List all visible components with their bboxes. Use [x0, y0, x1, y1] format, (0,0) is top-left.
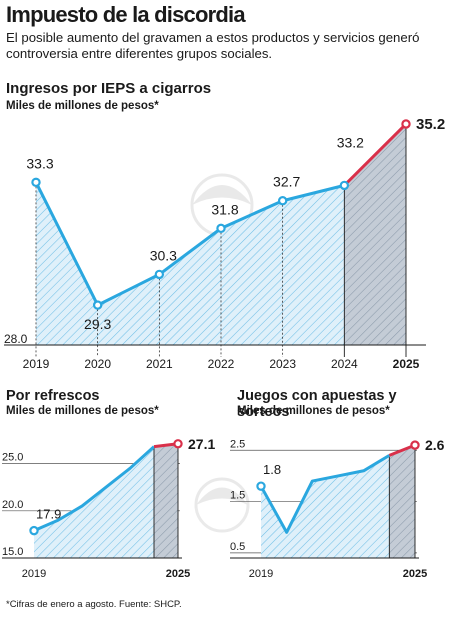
- value-label: 33.2: [337, 134, 364, 150]
- y-tick-label: 1.5: [230, 490, 245, 502]
- value-label: 17.9: [36, 507, 61, 522]
- series-line: [34, 181, 345, 307]
- y-tick-label: 28.0: [4, 332, 28, 346]
- y-tick-label: 15.0: [2, 546, 23, 558]
- x-tick-label: 2025: [393, 357, 420, 371]
- x-tick-label: 2023: [269, 357, 296, 371]
- chart-title-juegos: Juegos con apuestas y sorteos: [237, 388, 397, 420]
- chart-unit-juegos: Miles de millones de pesos*: [237, 405, 390, 417]
- chart-juegos: 0.5 1.5 2.5 1.8 2.6 2019 2025: [230, 437, 445, 580]
- data-point: [339, 180, 350, 191]
- x-tick-label: 2022: [208, 357, 235, 371]
- area-fill-projected: [344, 124, 406, 345]
- area-fill: [36, 182, 345, 345]
- x-tick-label: 2024: [331, 357, 358, 371]
- chart-cigarros: 28.0 33.3 29.3 30.3 31.8 32.7 33.2 35.2 2019 2020…: [4, 116, 445, 371]
- page-subtitle: El posible aumento del gravamen a estos …: [6, 30, 420, 61]
- value-label: 31.8: [211, 201, 238, 217]
- value-label: 29.3: [84, 316, 111, 332]
- value-label: 2.6: [425, 437, 445, 453]
- data-point: [277, 196, 288, 206]
- x-tick-label: 2021: [146, 357, 173, 371]
- y-tick-label: 2.5: [230, 438, 245, 450]
- value-label: 32.7: [273, 174, 300, 190]
- data-point: [401, 119, 411, 129]
- footnote: *Cifras de enero a agosto. Fuente: SHCP.: [6, 599, 182, 610]
- x-tick-label: 2019: [249, 568, 273, 580]
- chart-unit-refrescos: Miles de millones de pesos*: [6, 405, 159, 417]
- data-point: [410, 440, 420, 450]
- x-tick-label: 2019: [23, 357, 50, 371]
- area-fill-projected: [389, 445, 415, 558]
- series-line: [33, 445, 156, 533]
- series-line: [259, 454, 391, 534]
- page-title: Impuesto de la discordia: [6, 2, 246, 27]
- data-point: [216, 223, 226, 234]
- data-point: [154, 269, 165, 280]
- value-label: 1.8: [263, 462, 281, 477]
- value-label: 33.3: [26, 155, 53, 171]
- data-point: [173, 439, 183, 449]
- data-point: [31, 177, 41, 188]
- data-point: [92, 300, 103, 310]
- chart-refrescos: 15.0 20.0 25.0 17.9 27.1 2019 2025: [2, 436, 215, 580]
- x-tick-label: 2019: [22, 568, 46, 580]
- chart-title-cigarros: Ingresos por IEPS a cigarros: [6, 80, 212, 97]
- area-fill: [261, 455, 390, 558]
- data-point: [256, 481, 266, 491]
- y-tick-label: 20.0: [2, 499, 23, 511]
- y-tick-label: 25.0: [2, 452, 23, 464]
- value-label: 35.2: [416, 116, 445, 133]
- value-label: 27.1: [188, 436, 215, 452]
- area-fill-projected: [154, 443, 178, 558]
- series-line-projected: [343, 122, 408, 187]
- x-tick-label: 2025: [403, 568, 427, 580]
- value-label: 30.3: [150, 247, 177, 263]
- x-tick-label: 2025: [166, 568, 190, 580]
- data-point: [29, 525, 39, 536]
- chart-title-refrescos: Por refrescos: [6, 388, 100, 404]
- x-tick-label: 2020: [84, 357, 111, 371]
- y-tick-label: 0.5: [230, 541, 245, 553]
- chart-unit-cigarros: Miles de millones de pesos*: [6, 100, 159, 112]
